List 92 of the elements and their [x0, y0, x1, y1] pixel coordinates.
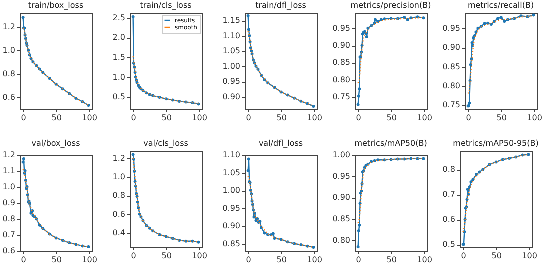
- y-tick-label: 2.5: [112, 13, 126, 22]
- chart-title: val/dfl_loss: [258, 139, 304, 148]
- y-tick-label: 0.6: [442, 215, 456, 224]
- y-tick-label: 2.0: [112, 33, 126, 42]
- y-tick-label: 1.00: [222, 62, 240, 71]
- y-tick-label: 0.95: [222, 77, 240, 86]
- y-tick-label: 0.85: [332, 214, 350, 224]
- y-tick-label: 0.90: [332, 41, 350, 50]
- y-tick-label: 0.90: [332, 193, 350, 202]
- y-tick-label: 0.75: [442, 100, 460, 110]
- y-tick-label: 1.1: [2, 166, 16, 176]
- x-tick-label: 0: [356, 114, 362, 122]
- y-tick-label: 0.95: [222, 204, 240, 213]
- x-tick-label: 100: [417, 114, 432, 122]
- x-tick-label: 50: [52, 256, 62, 264]
- y-tick-label: 1.10: [222, 31, 240, 40]
- y-tick-label: 0.90: [222, 92, 240, 102]
- x-tick-label: 50: [52, 114, 62, 122]
- y-tick-label: 0.95: [442, 24, 460, 33]
- y-tick-label: 0.80: [332, 75, 350, 84]
- chart-title: val/box_loss: [32, 139, 80, 148]
- chart-title: train/cls_loss: [140, 1, 192, 10]
- y-tick-label: 0.80: [442, 81, 460, 90]
- chart-title: val/cls_loss: [144, 139, 188, 148]
- y-tick-label: 0.7: [442, 190, 456, 200]
- x-tick-label: 100: [522, 252, 538, 260]
- x-tick-label: 0: [131, 114, 136, 122]
- x-tick-label: 100: [192, 114, 208, 122]
- x-tick-label: 50: [492, 252, 502, 260]
- y-tick-label: 0.5: [112, 92, 126, 102]
- y-tick-label: 0.80: [332, 236, 350, 245]
- y-tick-label: 0.8: [2, 214, 16, 224]
- x-tick-label: 100: [417, 256, 432, 264]
- y-tick-label: 0.8: [112, 191, 126, 200]
- y-tick-label: 1.2: [2, 22, 16, 32]
- y-tick-label: 0.6: [2, 92, 16, 102]
- x-tick-label: 100: [82, 114, 98, 122]
- x-tick-label: 50: [162, 252, 172, 260]
- x-tick-label: 0: [461, 252, 466, 260]
- y-tick-label: 0.85: [442, 62, 460, 72]
- x-tick-label: 50: [162, 114, 172, 122]
- x-tick-label: 0: [246, 256, 252, 264]
- y-tick-label: 1.00: [332, 150, 350, 160]
- x-tick-label: 100: [192, 252, 208, 260]
- y-tick-label: 1.0: [112, 72, 126, 82]
- chart-title: metrics/mAP50(B): [354, 139, 428, 148]
- y-tick-label: 0.5: [442, 240, 456, 250]
- x-tick-label: 100: [307, 114, 322, 122]
- y-tick-label: 1.00: [222, 186, 240, 196]
- y-tick-label: 0.6: [2, 246, 16, 256]
- y-tick-label: 0.8: [442, 165, 456, 174]
- x-tick-label: 50: [386, 114, 397, 122]
- y-tick-label: 1.05: [222, 168, 240, 178]
- x-tick-label: 0: [21, 114, 26, 122]
- y-tick-label: 0.95: [332, 24, 350, 33]
- y-tick-label: 1.0: [2, 46, 16, 55]
- y-tick-label: 0.90: [442, 43, 460, 52]
- y-tick-label: 0.85: [332, 58, 350, 68]
- y-tick-label: 1.10: [222, 150, 240, 160]
- y-tick-label: 0.95: [332, 172, 350, 181]
- x-tick-label: 50: [276, 256, 287, 264]
- y-tick-label: 1.15: [222, 16, 240, 26]
- y-tick-label: 1.2: [112, 154, 126, 163]
- y-tick-label: 1.5: [112, 52, 126, 62]
- y-tick-label: 0.4: [112, 228, 126, 238]
- x-tick-label: 0: [246, 114, 252, 122]
- chart-title: train/box_loss: [28, 1, 84, 10]
- y-tick-label: 0.90: [222, 222, 240, 231]
- y-tick-label: 0.85: [222, 239, 240, 248]
- y-tick-label: 0.9: [2, 198, 16, 208]
- x-tick-label: 50: [496, 114, 507, 122]
- x-tick-label: 0: [356, 256, 362, 264]
- y-tick-label: 1.0: [2, 182, 16, 192]
- y-tick-label: 1.2: [2, 150, 16, 160]
- chart-title: metrics/precision(B): [350, 1, 432, 10]
- x-tick-label: 100: [82, 256, 98, 264]
- x-tick-label: 0: [131, 252, 136, 260]
- y-tick-label: 0.7: [2, 230, 16, 240]
- x-tick-label: 0: [21, 256, 26, 264]
- x-tick-label: 50: [276, 114, 287, 122]
- x-tick-label: 100: [527, 114, 542, 122]
- chart-title: train/dfl_loss: [256, 1, 306, 10]
- chart-title: metrics/recall(B): [468, 1, 534, 10]
- x-tick-label: 50: [386, 256, 397, 264]
- y-tick-label: 1.05: [222, 46, 240, 56]
- y-tick-label: 0.8: [2, 69, 16, 78]
- y-tick-label: 1.0: [112, 172, 126, 182]
- x-tick-label: 100: [307, 256, 322, 264]
- x-tick-label: 0: [466, 114, 472, 122]
- y-tick-label: 0.6: [112, 210, 126, 219]
- y-tick-label: 0.75: [332, 92, 350, 102]
- chart-title: metrics/mAP50-95(B): [453, 139, 539, 148]
